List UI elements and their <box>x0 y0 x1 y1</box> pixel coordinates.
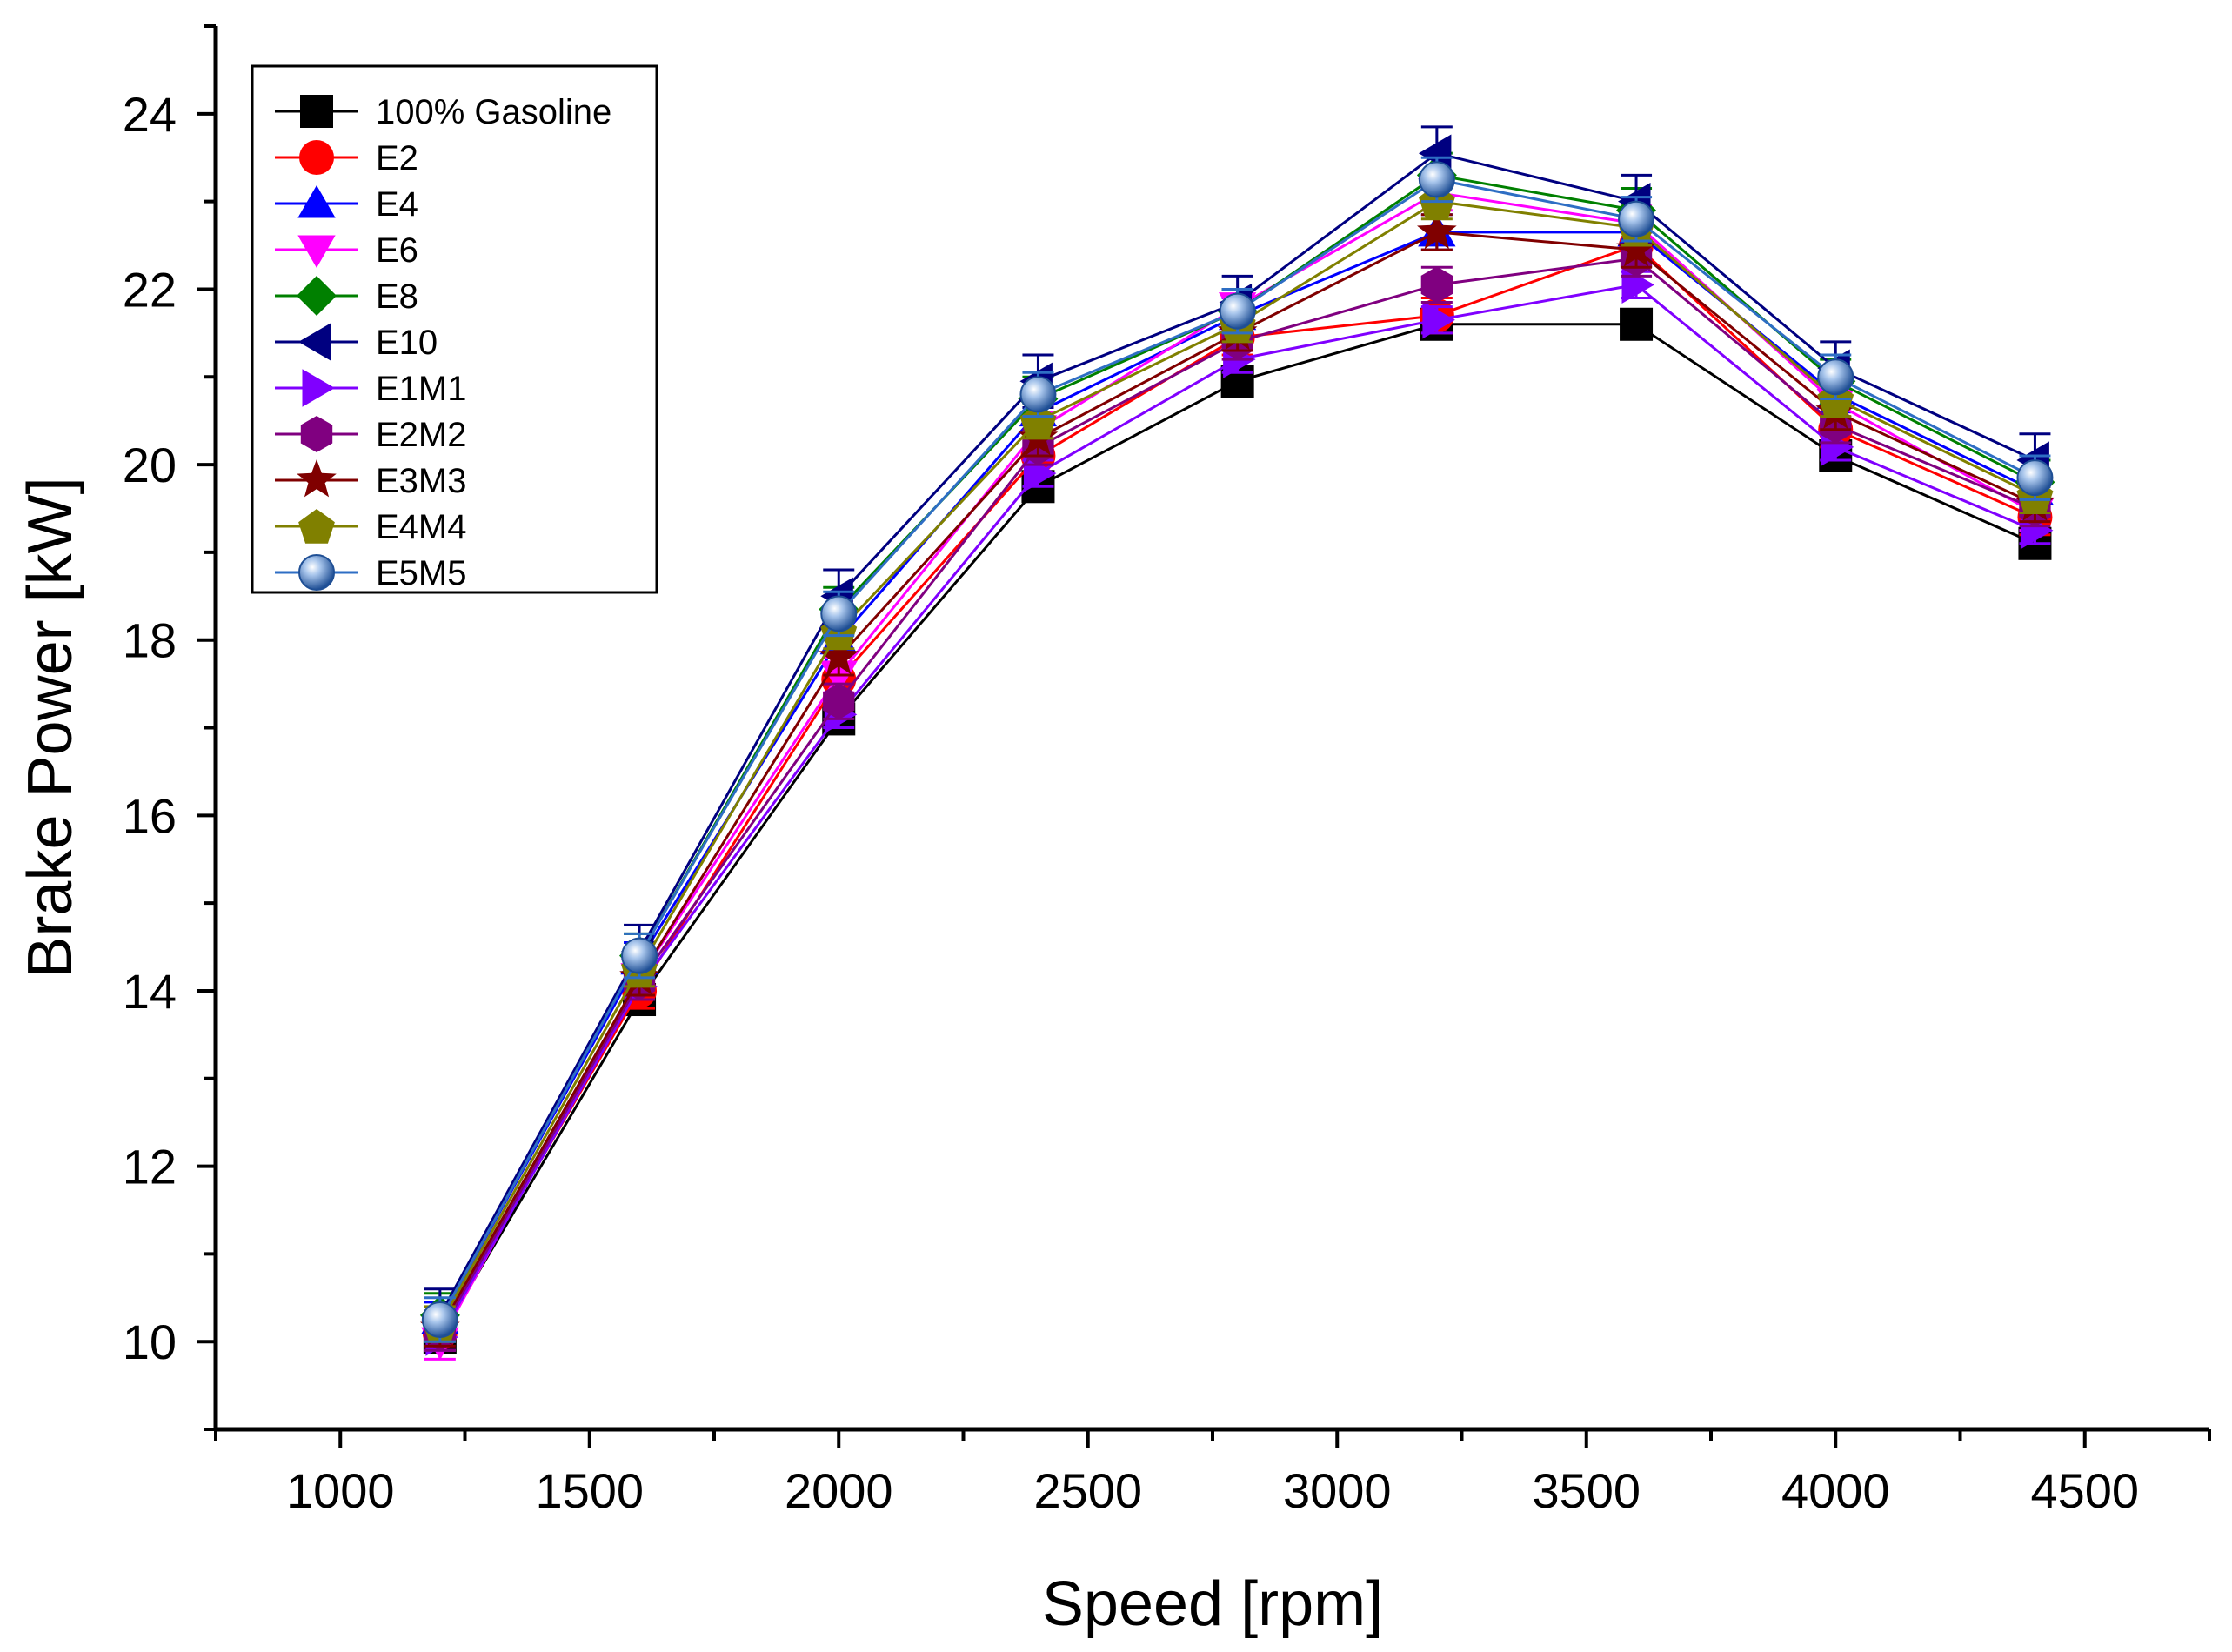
data-point <box>820 595 858 632</box>
data-point <box>1418 161 1455 198</box>
data-point <box>1019 376 1057 413</box>
legend-marker <box>302 369 335 407</box>
data-point <box>421 1301 458 1338</box>
y-axis: 10 12 14 16 18 20 22 24 <box>123 24 216 1431</box>
legend-item: E4M4 <box>275 508 467 546</box>
data-point <box>1219 292 1256 330</box>
legend-label: E4 <box>376 185 418 224</box>
legend-marker <box>298 509 335 544</box>
legend-item: 100% Gasoline <box>275 93 611 131</box>
legend-marker <box>299 140 334 175</box>
y-tick-label: 20 <box>123 438 177 492</box>
y-tick-label: 10 <box>123 1314 177 1369</box>
data-point <box>621 937 658 974</box>
data-point <box>1616 229 1656 267</box>
y-tick-label: 22 <box>123 262 177 317</box>
y-tick-label: 16 <box>123 788 177 843</box>
legend-label: E8 <box>376 278 418 316</box>
legend-item: E2M2 <box>275 416 467 454</box>
legend-marker <box>297 276 337 316</box>
data-point <box>1019 403 1057 438</box>
legend-label: E2M2 <box>376 416 467 454</box>
legend-item: E3M3 <box>275 459 467 500</box>
x-tick-label: 2500 <box>1033 1463 1142 1518</box>
legend-marker <box>298 554 335 591</box>
legend-marker <box>300 416 333 452</box>
legend-item: E8 <box>275 276 418 316</box>
series-e1m1 <box>424 265 2054 1356</box>
legend-label: E2 <box>376 139 418 177</box>
series-100-gasoline <box>423 307 2052 1354</box>
legend: 100% Gasoline E2 E4 E6 E8 E10 E1M1 E2M2 E3M3 E4M4… <box>251 64 658 594</box>
series-line <box>438 244 2036 1334</box>
y-axis-title: Brake Power [kW] <box>16 477 85 978</box>
legend-label: 100% Gasoline <box>376 93 611 131</box>
x-tick-label: 4500 <box>2030 1463 2139 1518</box>
data-point <box>1417 211 1457 250</box>
legend-label: E1M1 <box>376 370 467 408</box>
legend-marker <box>300 95 333 128</box>
y-tick-label: 14 <box>123 964 177 1019</box>
y-tick-label: 12 <box>123 1140 177 1194</box>
series-e2m2 <box>424 239 2051 1352</box>
legend-item: E10 <box>275 323 438 362</box>
x-axis: 1000 1500 2000 2500 3000 3500 4000 4500 <box>214 1429 2211 1518</box>
series-layer <box>419 125 2055 1361</box>
data-point <box>1817 358 1854 396</box>
legend-item: E5M5 <box>275 554 467 592</box>
data-point <box>1422 301 1455 339</box>
x-tick-label: 1500 <box>535 1463 644 1518</box>
legend-label: E6 <box>376 231 418 270</box>
series-line <box>438 323 2036 1338</box>
x-tick-label: 3500 <box>1532 1463 1641 1518</box>
legend-item: E2 <box>275 139 418 177</box>
x-tick-label: 2000 <box>785 1463 893 1518</box>
series-line <box>438 257 2035 1334</box>
legend-item: E6 <box>275 231 418 270</box>
x-tick-label: 1000 <box>286 1463 395 1518</box>
legend-label: E5M5 <box>376 554 467 592</box>
legend-item: E4 <box>275 185 418 224</box>
data-point <box>1420 266 1453 304</box>
x-tick-label: 3000 <box>1283 1463 1392 1518</box>
data-point <box>1618 200 1655 237</box>
series-e5m5 <box>421 156 2054 1343</box>
legend-marker <box>297 235 336 268</box>
legend-marker <box>298 323 331 361</box>
x-tick-label: 4000 <box>1781 1463 1890 1518</box>
y-tick-label: 24 <box>123 87 177 142</box>
legend-item: E1M1 <box>275 369 467 408</box>
data-point <box>819 636 859 675</box>
x-axis-title: Speed [rpm] <box>1042 1569 1383 1639</box>
series-line <box>438 283 2035 1338</box>
legend-label: E4M4 <box>376 508 467 546</box>
data-point <box>1620 307 1654 341</box>
data-point <box>823 683 855 720</box>
legend-marker <box>297 459 337 498</box>
legend-label: E10 <box>376 324 438 362</box>
legend-marker <box>297 185 336 218</box>
legend-label: E3M3 <box>376 462 467 500</box>
y-tick-label: 18 <box>123 613 177 668</box>
data-point <box>2016 459 2054 497</box>
